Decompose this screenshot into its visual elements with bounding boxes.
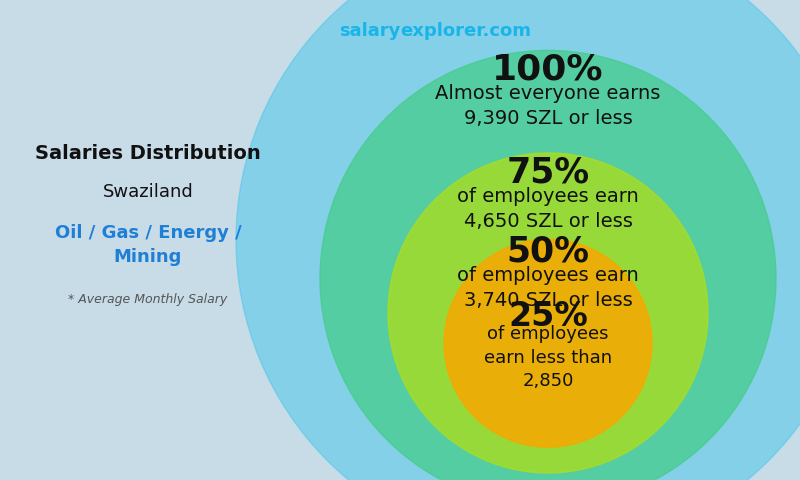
Ellipse shape xyxy=(236,0,800,480)
Ellipse shape xyxy=(320,50,776,480)
Ellipse shape xyxy=(388,153,708,473)
Text: Swaziland: Swaziland xyxy=(102,183,194,201)
Text: 25%: 25% xyxy=(508,300,588,333)
Text: salary: salary xyxy=(338,22,400,40)
Text: * Average Monthly Salary: * Average Monthly Salary xyxy=(68,293,228,307)
Text: explorer.com: explorer.com xyxy=(400,22,531,40)
Text: of employees earn
3,740 SZL or less: of employees earn 3,740 SZL or less xyxy=(457,266,639,310)
Text: Salaries Distribution: Salaries Distribution xyxy=(35,144,261,163)
Text: 50%: 50% xyxy=(506,235,590,269)
Text: of employees
earn less than
2,850: of employees earn less than 2,850 xyxy=(484,325,612,390)
Text: Oil / Gas / Energy /
Mining: Oil / Gas / Energy / Mining xyxy=(54,224,242,265)
Text: of employees earn
4,650 SZL or less: of employees earn 4,650 SZL or less xyxy=(457,187,639,231)
Text: Almost everyone earns
9,390 SZL or less: Almost everyone earns 9,390 SZL or less xyxy=(435,84,661,128)
Ellipse shape xyxy=(444,239,652,447)
Text: 100%: 100% xyxy=(492,53,604,86)
Text: 75%: 75% xyxy=(506,156,590,190)
